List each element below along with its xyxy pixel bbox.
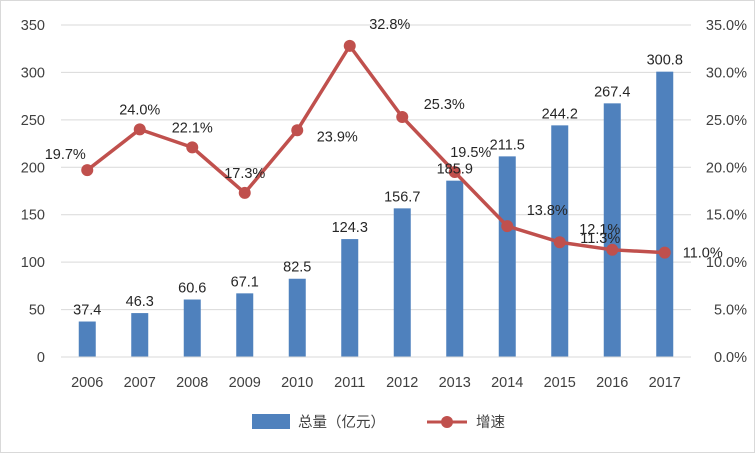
line-marker (238, 186, 251, 199)
bar-data-label: 267.4 (594, 84, 630, 100)
x-tick-label: 2010 (281, 375, 313, 391)
line-data-label: 24.0% (119, 102, 160, 118)
gridlines (61, 24, 691, 311)
bar-data-label: 124.3 (332, 220, 368, 236)
x-axis: 2006 2007 2008 2009 2010 2011 2012 2013 2014 2015… (71, 375, 681, 391)
line-marker (396, 111, 409, 124)
bar (183, 299, 201, 357)
line-data-label: 11.0% (683, 246, 723, 262)
bar (656, 71, 674, 358)
x-tick-label: 2007 (124, 375, 156, 391)
line-data-label: 17.3% (224, 166, 265, 182)
line-data-label: 13.8% (527, 203, 568, 219)
bar-data-label: 37.4 (73, 303, 101, 319)
x-tick-label: 2011 (334, 375, 365, 391)
x-tick-label: 2012 (386, 375, 418, 391)
x-tick-label: 2013 (439, 375, 471, 391)
bar-data-label: 67.1 (231, 274, 259, 290)
y-tick-label: 50 (29, 303, 45, 319)
bar-data-label: 156.7 (384, 189, 420, 205)
line-marker (448, 166, 461, 179)
bar-data-label: 185.9 (437, 162, 473, 178)
bar-data-label: 60.6 (178, 281, 206, 297)
bar (78, 321, 96, 357)
y2-tick-label: 35.0% (706, 18, 747, 34)
line-marker (553, 236, 566, 249)
line-data-label: 19.7% (45, 147, 86, 163)
line-data-label: 25.3% (424, 97, 465, 113)
bar-data-label: 211.5 (490, 137, 525, 153)
bar (393, 208, 411, 357)
x-tick-label: 2009 (229, 375, 261, 391)
bar-data-label: 46.3 (126, 294, 154, 310)
bar-data-labels: 37.4 46.3 60.6 67.1 82.5 124.3 156.7 185.9 211.5… (73, 53, 683, 319)
y2-tick-label: 10.0% (706, 255, 747, 271)
line-marker (501, 220, 514, 233)
line-marker (606, 243, 619, 256)
x-tick-label: 2008 (176, 375, 208, 391)
y-tick-label: 100 (21, 255, 45, 271)
y-axis-left: 0 50 100 150 200 250 300 350 (21, 18, 45, 366)
y-tick-label: 150 (21, 208, 45, 224)
line-marker (343, 39, 356, 52)
bar (498, 156, 516, 357)
line-marker (133, 123, 146, 136)
line-data-label: 11.3% (580, 231, 620, 247)
line-data-label: 12.1% (579, 222, 620, 238)
line-marker (658, 246, 671, 259)
y-tick-label: 250 (21, 113, 45, 129)
y-axis-right: 0.0% 5.0% 10.0% 15.0% 20.0% 25.0% 30.0% 35.0% (706, 18, 747, 366)
bar (288, 278, 306, 357)
line-data-label: 22.1% (172, 120, 213, 136)
bar (446, 180, 464, 357)
y-tick-label: 200 (21, 160, 45, 176)
line-data-label: 19.5% (450, 145, 491, 161)
legend-swatch-bar (252, 414, 290, 429)
bar-data-label: 300.8 (647, 53, 683, 69)
line-data-labels: 19.7% 24.0% 22.1% 17.3% 23.9% 32.8% 25.3% 19.5%… (45, 17, 723, 262)
x-tick-label: 2014 (491, 375, 523, 391)
x-tick-label: 2006 (71, 375, 103, 391)
x-tick-label: 2016 (596, 375, 628, 391)
x-tick-label: 2015 (544, 375, 576, 391)
bar (236, 293, 254, 357)
legend-swatch-marker (441, 416, 453, 428)
bar-series (78, 71, 674, 358)
legend: 总量（亿元） 增速 (252, 414, 505, 431)
legend-label-bar: 总量（亿元） (298, 414, 385, 431)
y2-tick-label: 0.0% (714, 350, 747, 366)
y2-tick-label: 15.0% (706, 208, 747, 224)
bar (341, 239, 359, 357)
y2-tick-label: 30.0% (706, 65, 747, 81)
growth-line (86, 44, 665, 255)
bar (603, 103, 621, 358)
line-marker (186, 141, 199, 154)
bar-data-label: 82.5 (283, 260, 311, 276)
y2-tick-label: 5.0% (714, 303, 747, 319)
y-tick-label: 300 (21, 65, 45, 81)
y2-tick-label: 20.0% (706, 160, 747, 176)
line-data-label: 32.8% (369, 17, 410, 33)
line-series (81, 39, 671, 259)
y-tick-label: 350 (21, 18, 45, 34)
line-marker (81, 164, 94, 177)
line-marker (291, 124, 304, 137)
y-tick-label: 0 (37, 350, 45, 366)
legend-label-line: 增速 (476, 414, 505, 431)
bar-data-label: 244.2 (542, 106, 578, 122)
line-data-label: 23.9% (317, 129, 358, 145)
bar (131, 313, 149, 357)
y2-tick-label: 25.0% (706, 113, 747, 129)
x-tick-label: 2017 (649, 375, 681, 391)
